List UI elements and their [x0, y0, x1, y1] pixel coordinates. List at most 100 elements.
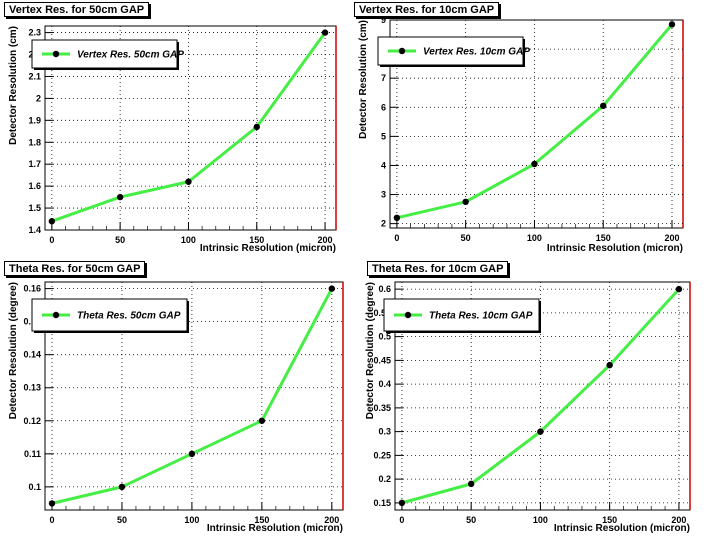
data-point	[668, 21, 676, 28]
y-tick-label: 0.12	[23, 416, 41, 426]
data-point	[321, 29, 329, 36]
x-tick-label: 0	[49, 515, 54, 525]
chart-title: Theta Res. for 10cm GAP	[367, 261, 509, 276]
y-tick-label: 0.16	[23, 284, 41, 294]
chart-title: Vertex Res. for 50cm GAP	[4, 2, 150, 17]
legend: Vertex Res. 10cm GAP	[377, 36, 530, 67]
data-point	[48, 218, 56, 225]
y-tick-label: 0.35	[373, 403, 391, 413]
x-tick-label: 0	[399, 515, 404, 525]
legend-marker-swatch	[52, 311, 60, 319]
y-axis-label: Detector Resolution (degree)	[8, 282, 19, 419]
y-axis-label: Detector Resolution (cm)	[358, 20, 369, 139]
x-tick-label: 50	[115, 235, 125, 245]
y-tick-label: 2.3	[28, 28, 41, 38]
x-tick-label: 150	[602, 515, 617, 525]
y-tick-label: 0.1	[28, 482, 41, 492]
data-point	[185, 178, 192, 185]
y-tick-label: 2	[381, 219, 386, 229]
y-tick-label: 2.1	[28, 71, 41, 81]
y-tick-label: 1.7	[28, 159, 41, 169]
y-tick-label: 7	[381, 73, 386, 83]
y-axis-label: Detector Resolution (cm)	[8, 26, 19, 145]
y-tick-label: 0.15	[373, 498, 391, 508]
legend-label: Theta Res. 50cm GAP	[77, 311, 181, 322]
y-tick-label: 6	[381, 102, 386, 112]
data-point	[48, 500, 56, 507]
data-point	[537, 428, 544, 435]
data-point	[258, 417, 266, 424]
legend-marker-swatch	[404, 311, 412, 319]
legend-label: Vertex Res. 10cm GAP	[423, 47, 530, 58]
y-tick-label: 1.5	[28, 203, 41, 213]
y-tick-label: 0.13	[23, 383, 41, 393]
data-point	[606, 361, 613, 369]
x-tick-label: 50	[461, 233, 471, 243]
y-tick-label: 0.14	[23, 350, 41, 360]
x-axis-label: Intrinsic Resolution (micron)	[207, 523, 343, 534]
y-tick-label: 1.8	[28, 137, 41, 147]
data-point	[253, 123, 260, 131]
x-tick-label: 50	[466, 515, 476, 525]
y-tick-label: 9	[381, 15, 386, 25]
x-axis-label: Intrinsic Resolution (micron)	[547, 243, 683, 254]
x-tick-label: 0	[49, 235, 54, 245]
x-tick-label: 200	[671, 515, 686, 525]
data-point	[188, 450, 196, 458]
chart-title: Vertex Res. for 10cm GAP	[354, 2, 500, 17]
legend-label: Theta Res. 10cm GAP	[429, 311, 533, 322]
y-axis-label: Detector Resolution (degree)	[365, 282, 376, 419]
data-point	[462, 198, 469, 206]
x-tick-label: 50	[117, 515, 127, 525]
y-tick-label: 3	[381, 190, 386, 200]
y-tick-label: 2	[36, 93, 41, 103]
data-point	[531, 160, 538, 168]
y-tick-label: 0.5	[378, 332, 391, 342]
legend-label: Vertex Res. 50cm GAP	[77, 50, 184, 61]
x-tick-label: 150	[254, 515, 269, 525]
data-point	[118, 483, 126, 491]
x-tick-label: 100	[533, 515, 548, 525]
x-tick-label: 200	[664, 233, 679, 243]
x-tick-label: 100	[181, 235, 196, 245]
data-point	[675, 285, 683, 293]
y-tick-label: 1.4	[28, 225, 41, 235]
data-point	[116, 193, 124, 201]
chart-panel: 05010015020023456789Intrinsic Resolution…	[358, 15, 684, 254]
x-tick-label: 200	[324, 515, 339, 525]
x-tick-label: 150	[596, 233, 611, 243]
y-tick-label: 5	[381, 131, 386, 141]
data-point	[328, 285, 336, 292]
legend-marker-swatch	[52, 50, 60, 58]
legend: Theta Res. 50cm GAP	[31, 298, 189, 333]
legend-marker-swatch	[398, 47, 406, 55]
data-point	[467, 480, 475, 488]
y-tick-label: 0.6	[378, 284, 391, 294]
x-tick-label: 100	[184, 515, 199, 525]
data-point	[398, 499, 406, 507]
legend: Vertex Res. 50cm GAP	[31, 39, 184, 70]
legend: Theta Res. 10cm GAP	[383, 298, 541, 333]
x-tick-label: 200	[318, 235, 333, 245]
y-tick-label: 1.6	[28, 181, 41, 191]
y-tick-label: 4	[381, 160, 386, 170]
chart-panel: 0501001502001.41.51.61.71.81.922.12.22.3…	[8, 25, 337, 254]
x-axis-label: Intrinsic Resolution (micron)	[200, 243, 336, 254]
x-tick-label: 150	[249, 235, 264, 245]
y-tick-label: 0.25	[373, 450, 391, 460]
data-point	[393, 214, 401, 222]
x-axis-label: Intrinsic Resolution (micron)	[554, 523, 690, 534]
x-tick-label: 100	[527, 233, 542, 243]
y-tick-label: 0.4	[378, 379, 391, 389]
y-tick-label: 0.11	[24, 449, 41, 459]
chart-title: Theta Res. for 50cm GAP	[4, 261, 146, 276]
chart-panel: 0 50 100 150 200 0.15 0.2 0.25 0.3 0.35 0.4 0.45 0.5…	[365, 281, 691, 534]
data-point	[600, 102, 607, 110]
y-tick-label: 0.45	[373, 355, 391, 365]
chart-panel: 0501001502000.10.110.120.130.140.150.16I…	[8, 281, 344, 534]
y-tick-label: 0.3	[378, 427, 391, 437]
y-tick-label: 1.9	[28, 115, 41, 125]
x-tick-label: 0	[394, 233, 399, 243]
y-tick-label: 0.55	[373, 308, 391, 318]
